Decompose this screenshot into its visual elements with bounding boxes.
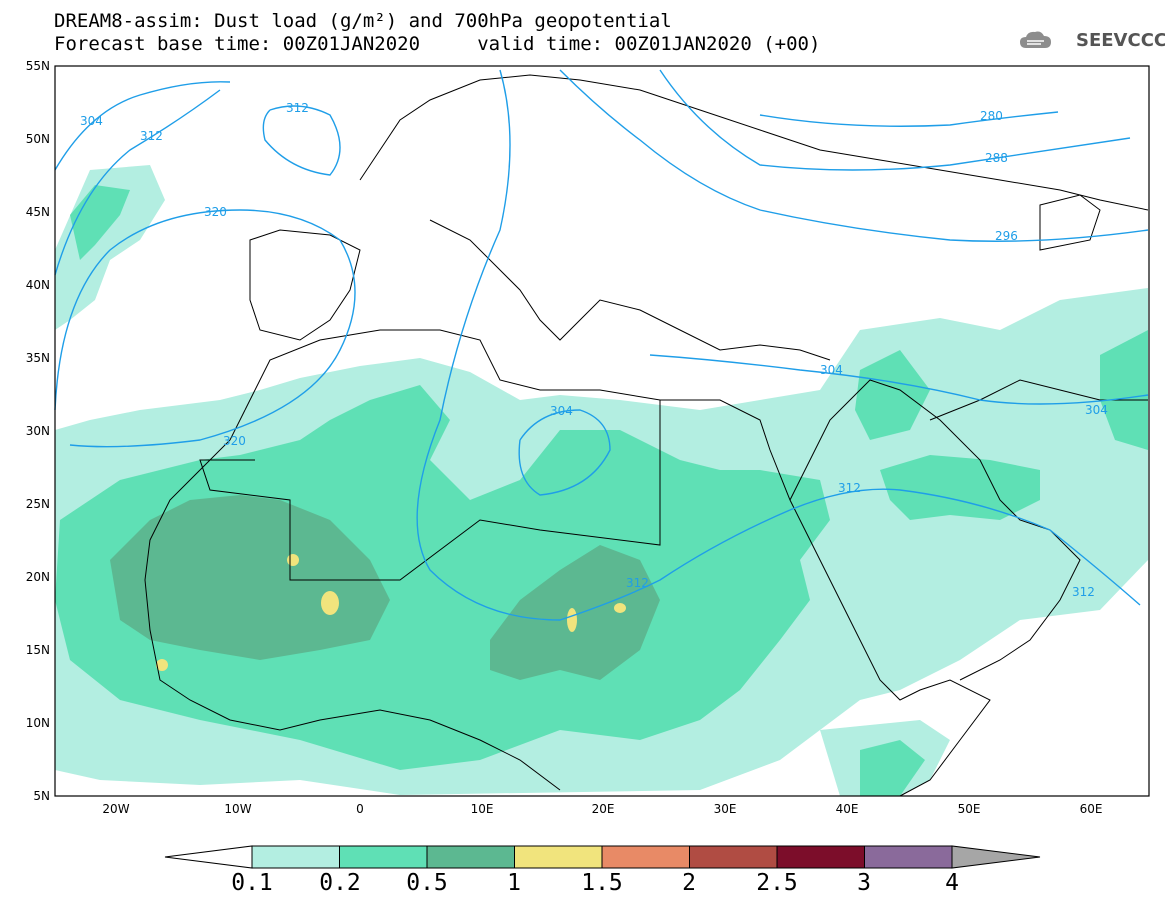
contour-label: 304	[820, 363, 843, 377]
contour-labels: 304 312 312 320 320 304 312 312 304 312 …	[80, 101, 1108, 599]
colorbar-label: 0.5	[406, 870, 448, 896]
contour-label: 280	[980, 109, 1003, 123]
lon-label: 10E	[471, 802, 494, 816]
colorbar-label: 0.2	[319, 870, 361, 896]
contour-label: 304	[1085, 403, 1108, 417]
contour-label: 320	[204, 205, 227, 219]
lon-label: 20W	[102, 802, 129, 816]
contour-label: 312	[286, 101, 309, 115]
colorbar-label: 1	[507, 870, 521, 896]
colorbar-label: 1.5	[581, 870, 623, 896]
colorbar-label: 3	[857, 870, 871, 896]
colorbar-segment	[426, 845, 515, 869]
lon-label: 50E	[958, 802, 981, 816]
colorbar-label: 2.5	[756, 870, 798, 896]
lat-label: 25N	[26, 497, 50, 511]
colorbar-segment	[601, 845, 690, 869]
contour-label: 288	[985, 151, 1008, 165]
map-title-line1: DREAM8-assim: Dust load (g/m²) and 700hP…	[54, 10, 672, 32]
logo-text: SEEVCCC	[1076, 30, 1165, 51]
geopotential-contours	[54, 69, 1149, 621]
colorbar-segment	[339, 845, 428, 869]
colorbar-segment	[776, 845, 865, 869]
lon-label: 30E	[714, 802, 737, 816]
colorbar-arrow-high	[951, 845, 1041, 869]
contour-label: 304	[550, 404, 573, 418]
lon-axis: 20W 10W 0 10E 20E 30E 40E 50E 60E	[102, 802, 1102, 816]
colorbar-label: 4	[945, 870, 959, 896]
cloud-icon	[1020, 31, 1051, 48]
colorbar	[164, 845, 1041, 869]
colorbar-label: 2	[682, 870, 696, 896]
contour-label: 312	[838, 481, 861, 495]
lat-label: 15N	[26, 643, 50, 657]
lat-label: 30N	[26, 424, 50, 438]
lat-label: 45N	[26, 205, 50, 219]
coastlines	[144, 74, 1149, 797]
lat-label: 20N	[26, 570, 50, 584]
contour-label: 312	[1072, 585, 1095, 599]
lat-label: 50N	[26, 132, 50, 146]
lon-label: 20E	[592, 802, 615, 816]
dust-level-medium	[55, 185, 1148, 796]
contour-label: 296	[995, 229, 1018, 243]
colorbar-segment	[864, 845, 953, 869]
map-title-line2: Forecast base time: 00Z01JAN2020 valid t…	[54, 33, 821, 55]
contour-label: 320	[223, 434, 246, 448]
lat-label: 55N	[26, 59, 50, 73]
colorbar-label: 0.1	[231, 870, 273, 896]
lat-label: 40N	[26, 278, 50, 292]
contour-label: 312	[140, 129, 163, 143]
lon-label: 40E	[836, 802, 859, 816]
lat-axis: 55N 50N 45N 40N 35N 30N 25N 20N 15N 10N …	[26, 59, 50, 803]
colorbar-segment	[251, 845, 340, 869]
lon-label: 0	[356, 802, 364, 816]
contour-label: 304	[80, 114, 103, 128]
lat-label: 5N	[33, 789, 50, 803]
contour-label: 312	[626, 576, 649, 590]
lat-label: 35N	[26, 351, 50, 365]
lon-label: 60E	[1080, 802, 1103, 816]
map-frame	[54, 65, 1150, 797]
lon-label: 10W	[224, 802, 251, 816]
colorbar-arrow-low	[164, 845, 253, 869]
colorbar-segment	[514, 845, 603, 869]
colorbar-segment	[689, 845, 778, 869]
lat-label: 10N	[26, 716, 50, 730]
